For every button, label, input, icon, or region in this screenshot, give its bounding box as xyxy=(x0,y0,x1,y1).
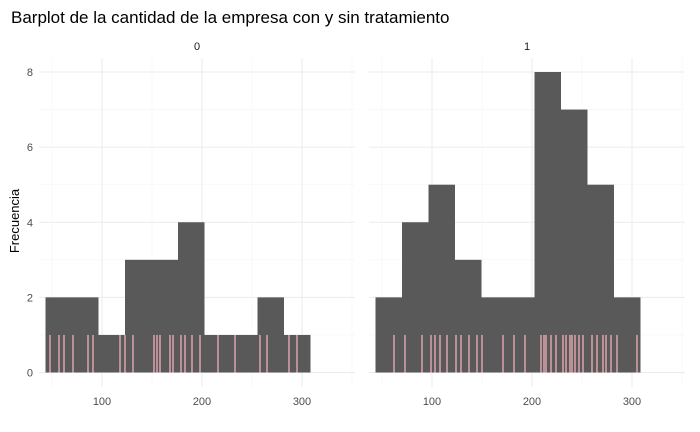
histogram-bar xyxy=(508,297,535,373)
y-tick-label: 2 xyxy=(27,292,33,304)
x-tick-label: 100 xyxy=(93,396,111,408)
histogram-bar xyxy=(98,334,125,373)
x-tick-label: 300 xyxy=(293,396,311,408)
facet-panels: 0 100 200 300 0 2 4 6 8 1 100 200 300 xyxy=(27,41,685,408)
x-tick-label: 300 xyxy=(623,396,641,408)
facet-panel-1: 1 100 200 300 xyxy=(369,41,685,408)
x-tick-label: 200 xyxy=(193,396,211,408)
histogram-bar xyxy=(151,259,178,373)
histogram-bar xyxy=(561,109,588,373)
histogram-bar xyxy=(257,297,284,373)
y-tick-label: 6 xyxy=(27,142,33,154)
histogram-bar xyxy=(614,297,641,373)
facet-strip-label: 0 xyxy=(194,41,200,53)
histogram-bar xyxy=(72,297,99,373)
facet-strip-label: 1 xyxy=(524,41,530,53)
histogram-bar xyxy=(375,297,402,373)
histogram-bar xyxy=(125,259,152,373)
histogram-bar xyxy=(428,184,455,373)
chart-title: Barplot de la cantidad de la empresa con… xyxy=(11,8,449,27)
histogram-bar xyxy=(534,72,561,373)
y-tick-label: 8 xyxy=(27,67,33,79)
histogram-bar xyxy=(402,222,429,373)
x-tick-label: 200 xyxy=(523,396,541,408)
y-axis-title: Frecuencia xyxy=(7,188,22,253)
x-tick-label: 100 xyxy=(423,396,441,408)
y-tick-label: 0 xyxy=(27,368,33,380)
y-tick-label: 4 xyxy=(27,217,33,229)
histogram-bar xyxy=(481,297,508,373)
facet-panel-0: 0 100 200 300 0 2 4 6 8 xyxy=(27,41,355,408)
